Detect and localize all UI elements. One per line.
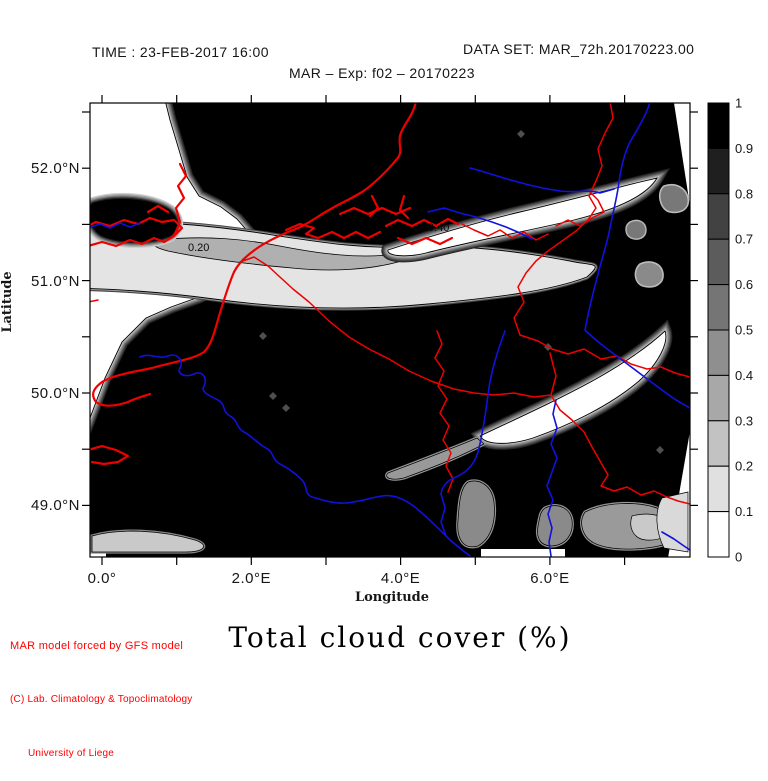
colorbar-cell: [707, 193, 730, 240]
credits-line-2: (C) Lab. Climatology & Topoclimatology: [10, 694, 193, 705]
colorbar-cell: [707, 329, 730, 376]
domain-edge-gap: [481, 549, 565, 557]
cloud-patch: [90, 529, 206, 554]
colorbar-label: 0: [735, 550, 742, 565]
cloud-cover-plot: 0.20 0.40 52.0°N 51.0°N 50.0°N 49.0°N 0.…: [0, 95, 753, 605]
axis-ticks: [82, 95, 698, 565]
y-tick-52: 52.0°N: [31, 160, 80, 177]
credits-line-3: University of Liege: [28, 748, 115, 759]
colorbar-label: 1: [735, 96, 742, 111]
colorbar-cell: [707, 238, 730, 286]
map-area: 0.20 0.40: [90, 103, 690, 557]
x-tick-6: 6.0°E: [530, 570, 569, 587]
colorbar-cell: [707, 465, 730, 513]
cloud-patches-south: [456, 479, 689, 553]
colorbar-cell: [707, 374, 730, 422]
colorbar-label: 0.9: [735, 141, 753, 156]
colorbar-label: 0.7: [735, 232, 753, 247]
y-tick-50: 50.0°N: [31, 385, 80, 402]
colorbar-cell: [707, 511, 730, 558]
contour-label-040: 0.40: [428, 222, 449, 234]
colorbar-cell: [707, 147, 730, 195]
y-axis-label: Latitude: [0, 271, 15, 332]
contour-label-020: 0.20: [188, 242, 209, 254]
experiment-label: MAR – Exp: f02 – 20170223: [289, 65, 475, 81]
x-tick-2: 2.0°E: [232, 570, 271, 587]
clear-band-southeast: [384, 331, 666, 481]
x-axis-label: Longitude: [355, 590, 429, 605]
cloud-specks-east: [625, 183, 690, 288]
colorbar-cell: [707, 284, 730, 331]
colorbar-label: 0.4: [735, 368, 753, 383]
dark-patch-thames: [90, 199, 177, 242]
colorbar: 1 0.9 0.8 0.7 0.6 0.5 0.4 0.3 0.2 0.1 0: [707, 96, 753, 565]
x-tick-0: 0.0°: [88, 570, 117, 587]
y-tick-51: 51.0°N: [31, 273, 80, 290]
borders: [90, 103, 690, 505]
time-label: TIME : 23-FEB-2017 16:00: [92, 44, 269, 60]
colorbar-cell: [707, 420, 730, 467]
colorbar-label: 0.1: [735, 504, 753, 519]
colorbar-label: 0.6: [735, 277, 753, 292]
colorbar-label: 0.5: [735, 323, 753, 338]
colorbar-label: 0.2: [735, 459, 753, 474]
y-tick-49: 49.0°N: [31, 497, 80, 514]
colorbar-label: 0.3: [735, 413, 753, 428]
credits-line-1: MAR model forced by GFS model: [10, 640, 184, 652]
plot-title: Total cloud cover (%): [228, 621, 572, 654]
x-tick-4: 4.0°E: [381, 570, 420, 587]
map-frame: [89, 102, 691, 558]
colorbar-cell: [707, 102, 730, 149]
coastlines: [90, 103, 460, 466]
colorbar-label: 0.8: [735, 186, 753, 201]
dataset-label: DATA SET: MAR_72h.20170223.00: [463, 41, 695, 57]
rivers: [90, 103, 690, 557]
